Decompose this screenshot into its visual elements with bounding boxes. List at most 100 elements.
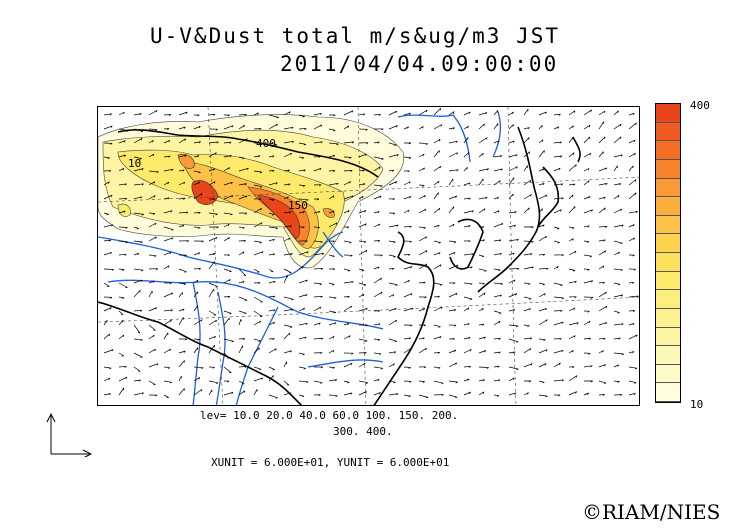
wind-arrow bbox=[613, 110, 619, 116]
wind-arrow bbox=[133, 240, 143, 244]
wind-arrow bbox=[463, 266, 473, 270]
wind-arrow bbox=[628, 192, 637, 200]
wind-arrow bbox=[568, 194, 574, 200]
wind-arrow bbox=[118, 167, 125, 172]
wind-arrow bbox=[418, 208, 427, 214]
wind-arrow bbox=[298, 266, 304, 270]
wind-arrow bbox=[373, 310, 380, 313]
wind-arrow bbox=[103, 194, 113, 200]
wind-arrow bbox=[583, 337, 592, 340]
wind-arrow bbox=[463, 166, 468, 172]
wind-arrow bbox=[433, 336, 442, 340]
wind-arrow bbox=[493, 282, 503, 286]
wind-arrow bbox=[523, 137, 530, 144]
wind-arrow bbox=[238, 251, 245, 256]
wind-arrow bbox=[388, 294, 395, 298]
wind-arrow bbox=[163, 394, 169, 398]
wind-arrow bbox=[223, 125, 234, 130]
graticule bbox=[98, 107, 639, 405]
wind-arrow bbox=[299, 226, 305, 229]
wind-arrow bbox=[253, 155, 261, 158]
wind-arrow bbox=[493, 268, 501, 272]
wind-arrow bbox=[463, 296, 473, 301]
wind-arrow bbox=[118, 310, 124, 315]
wind-arrow bbox=[463, 391, 471, 396]
wind-arrow bbox=[313, 282, 322, 286]
wind-arrow bbox=[553, 240, 560, 244]
wind-arrow bbox=[583, 392, 589, 396]
wind-arrow bbox=[118, 376, 128, 382]
wind-arrow bbox=[388, 380, 396, 384]
wind-arrow bbox=[328, 154, 336, 158]
wind-arrow bbox=[133, 156, 142, 160]
wind-arrow bbox=[193, 181, 201, 186]
wind-arrow bbox=[208, 389, 213, 396]
wind-arrow bbox=[358, 142, 369, 145]
wind-arrow bbox=[598, 121, 605, 130]
wind-arrow bbox=[163, 181, 170, 186]
wind-arrow bbox=[403, 170, 410, 173]
wind-arrow bbox=[553, 310, 563, 312]
wind-arrow bbox=[223, 380, 230, 383]
wind-arrow bbox=[553, 321, 564, 326]
wind-arrow bbox=[118, 210, 126, 214]
wind-arrow bbox=[613, 268, 623, 272]
wind-arrow bbox=[328, 254, 335, 258]
wind-arrow bbox=[238, 296, 248, 302]
wind-arrow bbox=[358, 307, 368, 312]
colorbar-segment bbox=[656, 178, 680, 198]
wind-arrow bbox=[223, 212, 233, 216]
wind-arrow bbox=[478, 239, 485, 242]
wind-arrow bbox=[328, 310, 337, 314]
wind-arrow bbox=[598, 226, 608, 228]
wind-arrow bbox=[418, 366, 427, 369]
wind-arrow bbox=[193, 366, 204, 370]
wind-arrow bbox=[463, 225, 471, 228]
wind-arrow bbox=[433, 165, 442, 172]
wind-arrow bbox=[403, 225, 412, 228]
wind-arrow bbox=[448, 309, 457, 312]
wind-arrow bbox=[148, 363, 159, 368]
wind-arrow bbox=[523, 127, 530, 130]
wind-arrow bbox=[224, 114, 230, 117]
wind-arrow bbox=[433, 150, 440, 158]
wind-arrow bbox=[508, 324, 519, 328]
wind-arrow bbox=[238, 345, 244, 354]
wind-arrow bbox=[253, 170, 263, 174]
wind-arrow bbox=[628, 254, 635, 257]
wind-arrow bbox=[283, 169, 290, 172]
wind-arrow bbox=[403, 142, 412, 145]
wind-arrow bbox=[433, 240, 441, 244]
wind-arrow bbox=[554, 394, 561, 397]
wind-arrow bbox=[253, 268, 260, 273]
wind-arrow bbox=[148, 254, 157, 258]
wind-arrow bbox=[298, 322, 308, 326]
wind-arrow bbox=[553, 155, 563, 158]
wind-arrow bbox=[253, 338, 261, 342]
wind-arrow bbox=[193, 347, 199, 354]
wind-arrow bbox=[103, 282, 110, 287]
wind-arrow bbox=[373, 240, 381, 243]
wind-arrow bbox=[403, 266, 413, 270]
wind-arrow bbox=[359, 324, 368, 327]
wind-arrow bbox=[613, 380, 620, 383]
wind-arrow bbox=[463, 307, 470, 312]
wind-arrow bbox=[298, 211, 305, 214]
wind-arrow bbox=[358, 362, 366, 368]
wind-arrow bbox=[523, 282, 531, 285]
wind-arrow bbox=[178, 282, 186, 286]
wind-arrow bbox=[253, 240, 262, 244]
wind-arrow bbox=[343, 281, 354, 284]
wind-arrow bbox=[508, 224, 516, 228]
wind-arrow bbox=[358, 282, 367, 286]
wind-arrow bbox=[223, 278, 231, 284]
wind-arrow bbox=[613, 282, 621, 286]
wind-arrow bbox=[478, 307, 484, 312]
colorbar-min-label: 10 bbox=[690, 398, 704, 411]
wind-arrow bbox=[118, 111, 125, 116]
wind-arrow bbox=[193, 389, 203, 396]
wind-arrow bbox=[148, 222, 157, 228]
wind-arrow bbox=[178, 126, 186, 130]
wind-arrow bbox=[298, 240, 308, 243]
wind-arrow bbox=[538, 338, 546, 341]
